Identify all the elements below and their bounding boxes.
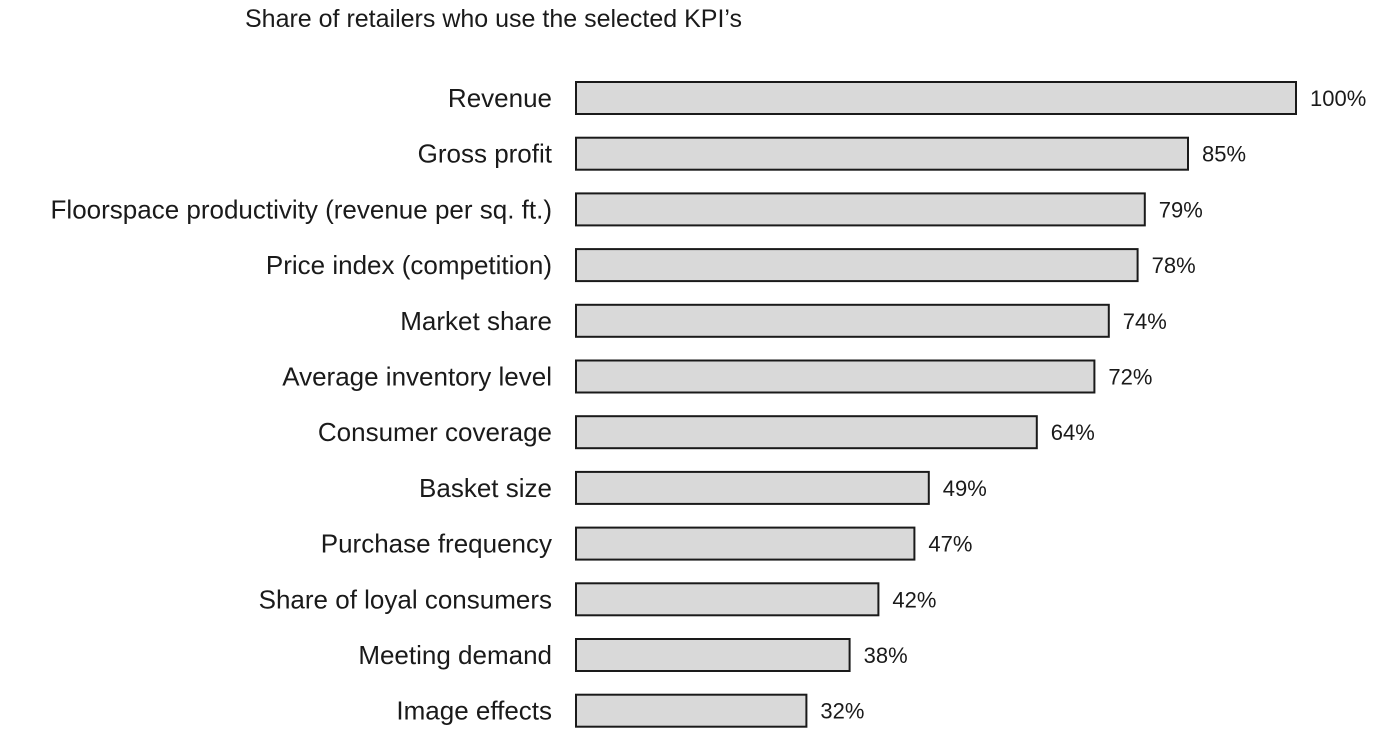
bar-market-share [575, 303, 1110, 338]
category-label-consumer-coverage: Consumer coverage [318, 417, 552, 447]
value-label-consumer-coverage: 64% [1051, 420, 1095, 445]
value-label-image-effects: 32% [820, 699, 864, 724]
bar-average-inventory-level [575, 359, 1096, 394]
bar-meeting-demand [575, 638, 851, 672]
category-labels: Revenue Gross profit Floorspace productivi… [51, 83, 553, 726]
value-label-market-share: 74% [1123, 309, 1167, 334]
category-label-price-index-competition: Price index (competition) [266, 250, 552, 280]
category-label-revenue: Revenue [448, 83, 552, 113]
category-label-average-inventory-level: Average inventory level [282, 362, 552, 392]
bar-image-effects [575, 693, 808, 728]
category-label-market-share: Market share [400, 306, 552, 336]
value-label-meeting-demand: 38% [864, 643, 908, 668]
category-label-meeting-demand: Meeting demand [358, 640, 552, 670]
value-label-price-index-competition: 78% [1152, 253, 1196, 278]
category-label-image-effects: Image effects [396, 696, 552, 726]
category-label-floorspace-productivity-revenue-per-sq-ft: Floorspace productivity (revenue per sq.… [51, 194, 552, 224]
value-label-average-inventory-level: 72% [1108, 365, 1152, 390]
value-label-share-of-loyal-consumers: 42% [892, 587, 936, 612]
value-label-gross-profit: 85% [1202, 142, 1246, 167]
bar-gross-profit [575, 136, 1189, 171]
category-label-purchase-frequency: Purchase frequency [321, 529, 552, 559]
value-label-floorspace-productivity-revenue-per-sq-ft: 79% [1159, 197, 1203, 222]
bar-purchase-frequency [575, 526, 916, 561]
bar-floorspace-productivity-revenue-per-sq-ft [575, 192, 1146, 227]
category-label-basket-size: Basket size [419, 473, 552, 503]
bar-price-index-competition [575, 248, 1139, 283]
chart-title: Share of retailers who use the selected … [245, 5, 743, 33]
bar-revenue [575, 81, 1297, 115]
value-label-revenue: 100% [1310, 86, 1366, 111]
bar-basket-size [575, 470, 930, 505]
category-label-gross-profit: Gross profit [418, 139, 553, 169]
value-label-basket-size: 49% [943, 476, 987, 501]
bar-consumer-coverage [575, 415, 1038, 450]
category-label-share-of-loyal-consumers: Share of loyal consumers [259, 584, 552, 614]
bar-share-of-loyal-consumers [575, 582, 880, 617]
bars-layer [575, 81, 1297, 728]
value-label-purchase-frequency: 47% [928, 532, 972, 557]
value-labels: 100% 85% 79% 78% 74% 72% 64% 49% 47% 42% 38% 32% [820, 86, 1366, 724]
